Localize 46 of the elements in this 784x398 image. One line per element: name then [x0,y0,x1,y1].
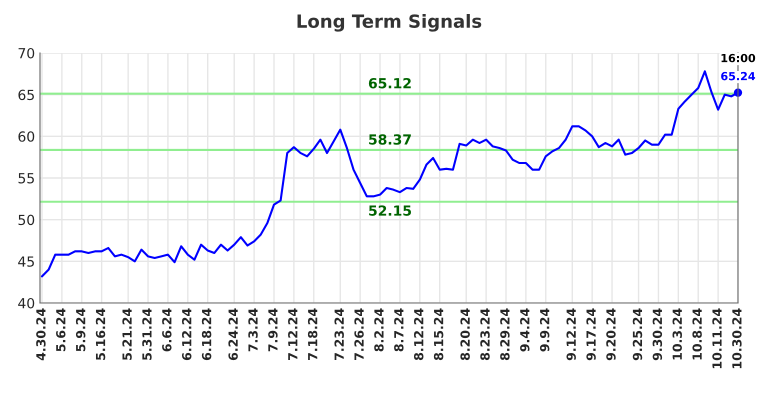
x-tick-label: 6.18.24 [202,308,212,360]
x-tick-label: 7.3.24 [248,308,258,352]
y-tick-label: 50 [18,214,34,226]
x-tick-label: 10.3.24 [672,308,682,360]
x-tick-label: 10.30.24 [732,308,742,368]
x-tick-label: 9.17.24 [586,308,596,360]
y-tick-label: 55 [18,173,34,184]
y-tick-label: 60 [18,131,34,142]
ref-line-label: 58.37 [369,134,411,145]
x-tick-label: 7.23.24 [334,308,344,360]
y-tick-label: 40 [18,298,34,308]
x-tick-label: 8.20.24 [460,308,470,360]
x-tick-label: 6.6.24 [162,308,172,352]
x-tick-label: 10.8.24 [692,308,702,360]
x-tick-label: 7.9.24 [268,308,278,352]
x-tick-label: 5.9.24 [76,308,86,352]
ref-line-label: 52.15 [369,205,411,216]
x-tick-label: 9.12.24 [566,308,576,360]
x-tick-label: 9.20.24 [606,308,616,360]
ref-line-label: 65.12 [368,78,411,88]
x-tick-label: 8.15.24 [434,308,444,360]
y-tick-label: 45 [18,256,34,267]
x-tick-label: 8.29.24 [500,308,510,360]
x-tick-label: 8.7.24 [394,308,404,352]
x-tick-label: 5.6.24 [56,308,66,352]
x-tick-label: 5.16.24 [96,308,106,360]
annotation: 16:00 65.24 [721,54,756,80]
x-tick-label: 9.25.24 [632,308,642,360]
x-tick-label: 8.2.24 [374,308,384,352]
x-tick-label: 6.24.24 [228,308,238,360]
y-tick-label: 70 [18,48,34,58]
y-tick-label: 65 [18,90,34,100]
x-tick-label: 7.12.24 [288,308,298,360]
x-tick-label: 5.31.24 [142,308,152,360]
x-tick-label: 4.30.24 [36,308,46,360]
chart-title: Long Term Signals [298,14,482,32]
x-tick-label: 7.26.24 [354,308,364,360]
x-tick-label: 9.4.24 [520,308,530,352]
x-tick-label: 9.9.24 [540,308,550,352]
x-tick-label: 10.11.24 [712,308,722,368]
x-tick-label: 6.12.24 [182,308,192,360]
x-tick-label: 5.21.24 [122,308,132,360]
x-tick-label: 7.18.24 [308,308,318,360]
x-tick-label: 8.12.24 [414,308,424,360]
x-tick-label: 8.23.24 [480,308,490,360]
x-tick-label: 9.30.24 [652,308,662,360]
